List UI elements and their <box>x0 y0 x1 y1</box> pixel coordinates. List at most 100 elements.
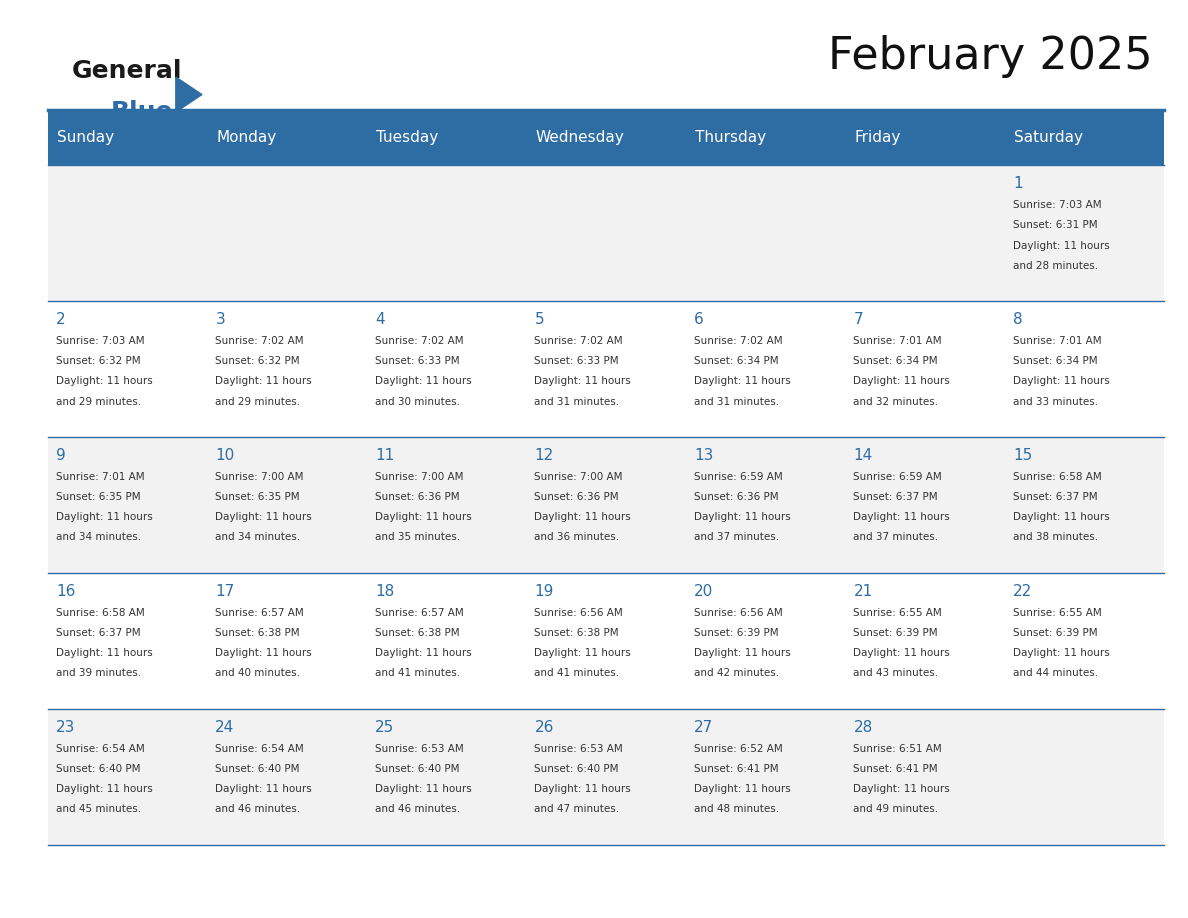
Text: Sunset: 6:38 PM: Sunset: 6:38 PM <box>535 628 619 638</box>
Text: 2: 2 <box>56 312 65 327</box>
FancyBboxPatch shape <box>845 437 1005 573</box>
Text: Sunrise: 6:53 AM: Sunrise: 6:53 AM <box>375 744 463 754</box>
Text: 11: 11 <box>375 448 394 463</box>
Text: Daylight: 11 hours: Daylight: 11 hours <box>535 512 631 522</box>
Text: Daylight: 11 hours: Daylight: 11 hours <box>375 648 472 658</box>
Text: Sunset: 6:41 PM: Sunset: 6:41 PM <box>694 764 778 774</box>
Text: 17: 17 <box>215 584 234 599</box>
Text: 7: 7 <box>853 312 864 327</box>
Text: General: General <box>71 59 182 83</box>
Text: and 49 minutes.: and 49 minutes. <box>853 804 939 814</box>
Text: Sunrise: 6:52 AM: Sunrise: 6:52 AM <box>694 744 783 754</box>
Text: and 41 minutes.: and 41 minutes. <box>535 668 620 678</box>
Text: and 29 minutes.: and 29 minutes. <box>215 397 301 407</box>
Text: 16: 16 <box>56 584 75 599</box>
Text: Daylight: 11 hours: Daylight: 11 hours <box>853 512 950 522</box>
FancyBboxPatch shape <box>526 110 685 165</box>
Text: Saturday: Saturday <box>1015 130 1083 145</box>
Text: 9: 9 <box>56 448 65 463</box>
Text: and 34 minutes.: and 34 minutes. <box>215 532 301 543</box>
Text: Daylight: 11 hours: Daylight: 11 hours <box>56 512 152 522</box>
Text: 15: 15 <box>1013 448 1032 463</box>
Text: 5: 5 <box>535 312 544 327</box>
Text: and 41 minutes.: and 41 minutes. <box>375 668 460 678</box>
Text: 12: 12 <box>535 448 554 463</box>
Text: and 39 minutes.: and 39 minutes. <box>56 668 141 678</box>
Text: and 28 minutes.: and 28 minutes. <box>1013 261 1098 271</box>
Text: 23: 23 <box>56 720 75 734</box>
FancyBboxPatch shape <box>685 437 845 573</box>
FancyBboxPatch shape <box>1005 573 1164 709</box>
Text: Sunrise: 6:53 AM: Sunrise: 6:53 AM <box>535 744 624 754</box>
Text: Sunrise: 7:02 AM: Sunrise: 7:02 AM <box>215 336 304 346</box>
Text: Blue: Blue <box>110 100 173 124</box>
FancyBboxPatch shape <box>1005 165 1164 301</box>
Text: February 2025: February 2025 <box>828 35 1152 78</box>
Text: and 46 minutes.: and 46 minutes. <box>215 804 301 814</box>
Text: Daylight: 11 hours: Daylight: 11 hours <box>375 512 472 522</box>
Text: and 36 minutes.: and 36 minutes. <box>535 532 620 543</box>
Text: Sunset: 6:36 PM: Sunset: 6:36 PM <box>375 492 460 502</box>
Text: Daylight: 11 hours: Daylight: 11 hours <box>694 512 791 522</box>
Text: Sunset: 6:33 PM: Sunset: 6:33 PM <box>375 356 460 366</box>
FancyBboxPatch shape <box>367 301 526 437</box>
Text: Daylight: 11 hours: Daylight: 11 hours <box>215 648 312 658</box>
Text: Sunrise: 7:03 AM: Sunrise: 7:03 AM <box>56 336 145 346</box>
Text: Sunrise: 6:58 AM: Sunrise: 6:58 AM <box>56 608 145 618</box>
Text: Sunrise: 7:00 AM: Sunrise: 7:00 AM <box>375 472 463 482</box>
FancyBboxPatch shape <box>207 110 367 165</box>
Text: Daylight: 11 hours: Daylight: 11 hours <box>853 784 950 794</box>
Text: Daylight: 11 hours: Daylight: 11 hours <box>1013 512 1110 522</box>
Text: Sunrise: 7:00 AM: Sunrise: 7:00 AM <box>215 472 304 482</box>
Text: Sunset: 6:31 PM: Sunset: 6:31 PM <box>1013 220 1098 230</box>
Text: Daylight: 11 hours: Daylight: 11 hours <box>1013 648 1110 658</box>
Text: Sunset: 6:35 PM: Sunset: 6:35 PM <box>56 492 140 502</box>
FancyBboxPatch shape <box>207 709 367 845</box>
FancyBboxPatch shape <box>526 165 685 301</box>
FancyBboxPatch shape <box>526 573 685 709</box>
Text: 25: 25 <box>375 720 394 734</box>
Text: Daylight: 11 hours: Daylight: 11 hours <box>853 648 950 658</box>
Text: Daylight: 11 hours: Daylight: 11 hours <box>853 376 950 386</box>
Text: Sunset: 6:40 PM: Sunset: 6:40 PM <box>375 764 460 774</box>
FancyBboxPatch shape <box>48 301 207 437</box>
Text: Daylight: 11 hours: Daylight: 11 hours <box>694 784 791 794</box>
FancyBboxPatch shape <box>207 165 367 301</box>
Text: Tuesday: Tuesday <box>377 130 438 145</box>
Text: Sunset: 6:36 PM: Sunset: 6:36 PM <box>694 492 778 502</box>
Text: Sunset: 6:40 PM: Sunset: 6:40 PM <box>535 764 619 774</box>
Text: and 40 minutes.: and 40 minutes. <box>215 668 301 678</box>
FancyBboxPatch shape <box>207 573 367 709</box>
FancyBboxPatch shape <box>685 165 845 301</box>
FancyBboxPatch shape <box>685 301 845 437</box>
Text: Sunrise: 7:02 AM: Sunrise: 7:02 AM <box>694 336 783 346</box>
Text: 1: 1 <box>1013 176 1023 191</box>
FancyBboxPatch shape <box>367 165 526 301</box>
Text: Sunset: 6:37 PM: Sunset: 6:37 PM <box>853 492 939 502</box>
Text: Sunset: 6:34 PM: Sunset: 6:34 PM <box>853 356 939 366</box>
Text: Sunset: 6:32 PM: Sunset: 6:32 PM <box>56 356 140 366</box>
Text: Wednesday: Wednesday <box>536 130 625 145</box>
FancyBboxPatch shape <box>526 709 685 845</box>
Text: Daylight: 11 hours: Daylight: 11 hours <box>56 648 152 658</box>
Text: Daylight: 11 hours: Daylight: 11 hours <box>1013 376 1110 386</box>
Text: Sunrise: 6:55 AM: Sunrise: 6:55 AM <box>853 608 942 618</box>
Text: Sunrise: 6:56 AM: Sunrise: 6:56 AM <box>694 608 783 618</box>
FancyBboxPatch shape <box>1005 301 1164 437</box>
Text: and 48 minutes.: and 48 minutes. <box>694 804 779 814</box>
Text: 4: 4 <box>375 312 385 327</box>
Text: Friday: Friday <box>854 130 901 145</box>
FancyBboxPatch shape <box>1005 110 1164 165</box>
Text: Daylight: 11 hours: Daylight: 11 hours <box>56 376 152 386</box>
FancyBboxPatch shape <box>1005 437 1164 573</box>
Text: Sunrise: 7:02 AM: Sunrise: 7:02 AM <box>535 336 623 346</box>
Text: 13: 13 <box>694 448 713 463</box>
Text: and 46 minutes.: and 46 minutes. <box>375 804 460 814</box>
Text: Sunrise: 7:01 AM: Sunrise: 7:01 AM <box>1013 336 1101 346</box>
Text: and 37 minutes.: and 37 minutes. <box>694 532 779 543</box>
FancyBboxPatch shape <box>685 110 845 165</box>
Text: Sunrise: 6:56 AM: Sunrise: 6:56 AM <box>535 608 624 618</box>
Text: 27: 27 <box>694 720 713 734</box>
Text: and 38 minutes.: and 38 minutes. <box>1013 532 1098 543</box>
FancyBboxPatch shape <box>48 709 207 845</box>
